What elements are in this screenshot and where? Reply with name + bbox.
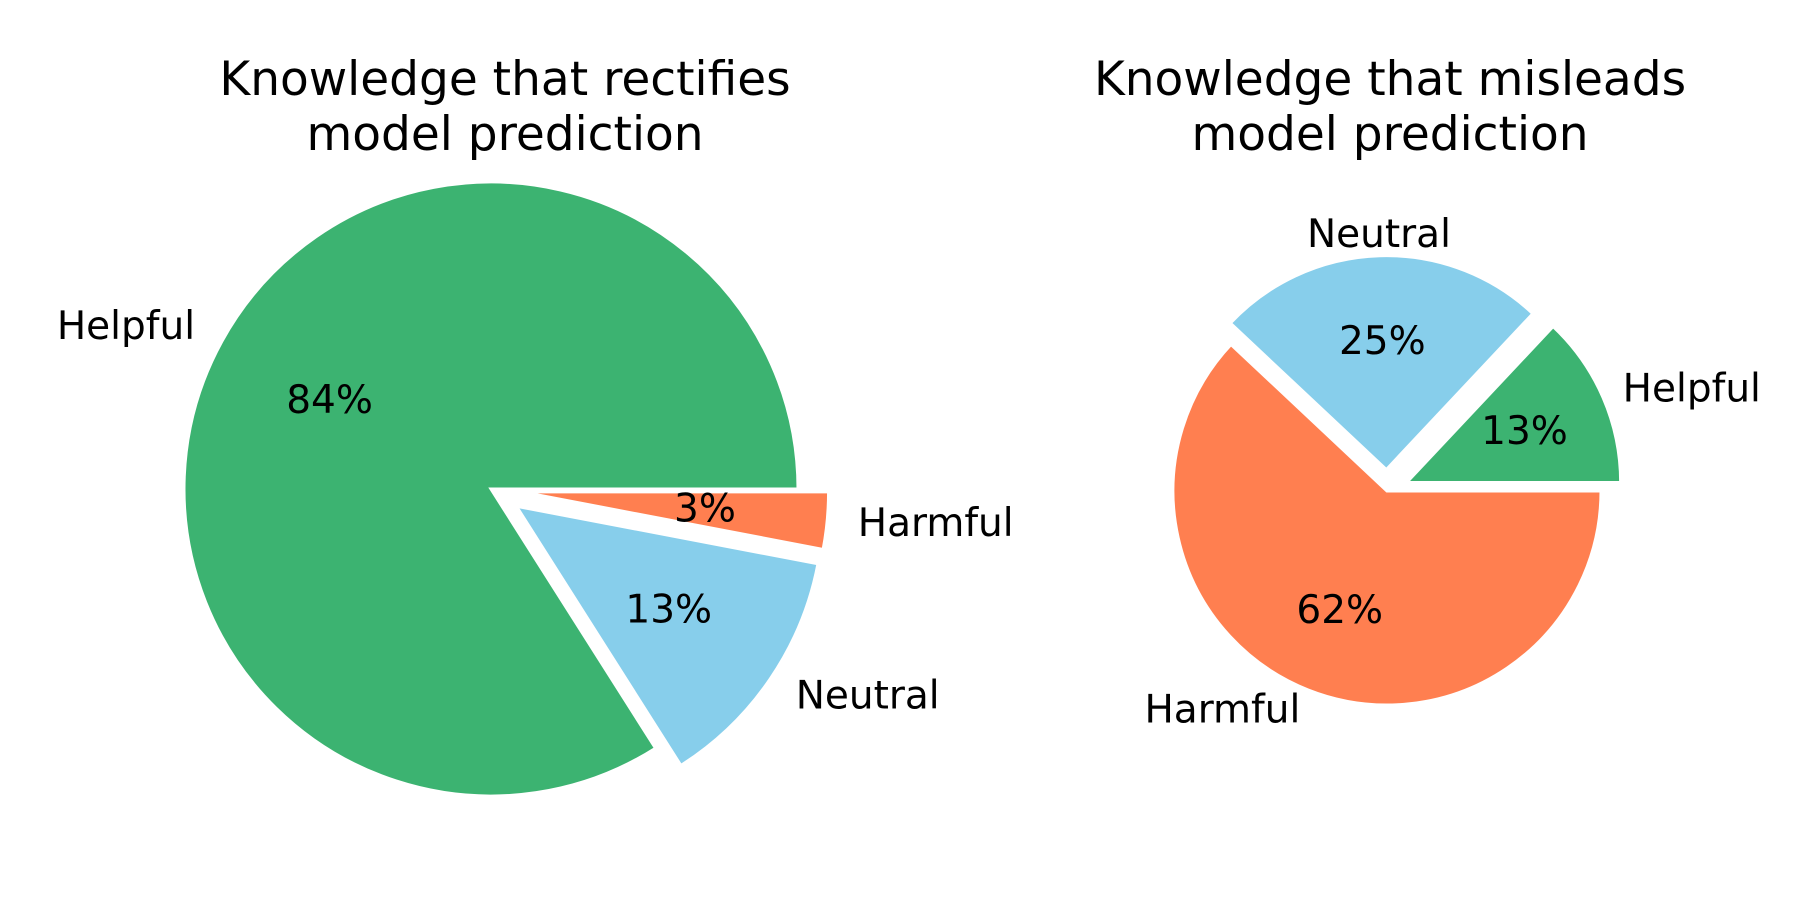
category-label-harmful: Harmful xyxy=(1144,687,1300,732)
chart-title-line-1: Knowledge that rectifies xyxy=(219,52,790,107)
category-label-neutral: Neutral xyxy=(796,674,940,719)
pie-slices: 84% Helpful 13% Neutral 3% Harmful xyxy=(57,180,1014,798)
pie-chart-rectifies: Knowledge that rectifies model predictio… xyxy=(57,52,1014,798)
category-label-neutral: Neutral xyxy=(1307,212,1451,257)
category-label-helpful: Helpful xyxy=(57,304,195,349)
pct-label-neutral: 13% xyxy=(625,587,712,632)
pie-slice-helpful xyxy=(182,180,800,798)
chart-title-line-2: model prediction xyxy=(1191,107,1588,162)
pie-slice-neutral xyxy=(513,504,820,768)
category-label-harmful: Harmful xyxy=(858,501,1014,546)
chart-title-line-1: Knowledge that misleads xyxy=(1094,52,1686,107)
pie-slice-harmful xyxy=(1171,342,1603,707)
pct-label-helpful: 84% xyxy=(286,378,373,423)
pct-label-helpful: 13% xyxy=(1481,409,1568,454)
pct-label-neutral: 25% xyxy=(1339,319,1426,364)
pct-label-harmful: 3% xyxy=(674,487,736,532)
pie-slice-neutral xyxy=(1228,254,1535,472)
pie-slice-harmful xyxy=(521,490,831,552)
pie-slice-helpful xyxy=(1403,324,1623,485)
chart-title-line-2: model prediction xyxy=(306,107,703,162)
pie-chart-misleads: Knowledge that misleads model prediction… xyxy=(1094,52,1761,732)
pct-label-harmful: 62% xyxy=(1296,588,1383,633)
category-label-helpful: Helpful xyxy=(1623,367,1761,412)
pie-slices: 13% Helpful 25% Neutral 62% Harmful xyxy=(1144,212,1760,733)
